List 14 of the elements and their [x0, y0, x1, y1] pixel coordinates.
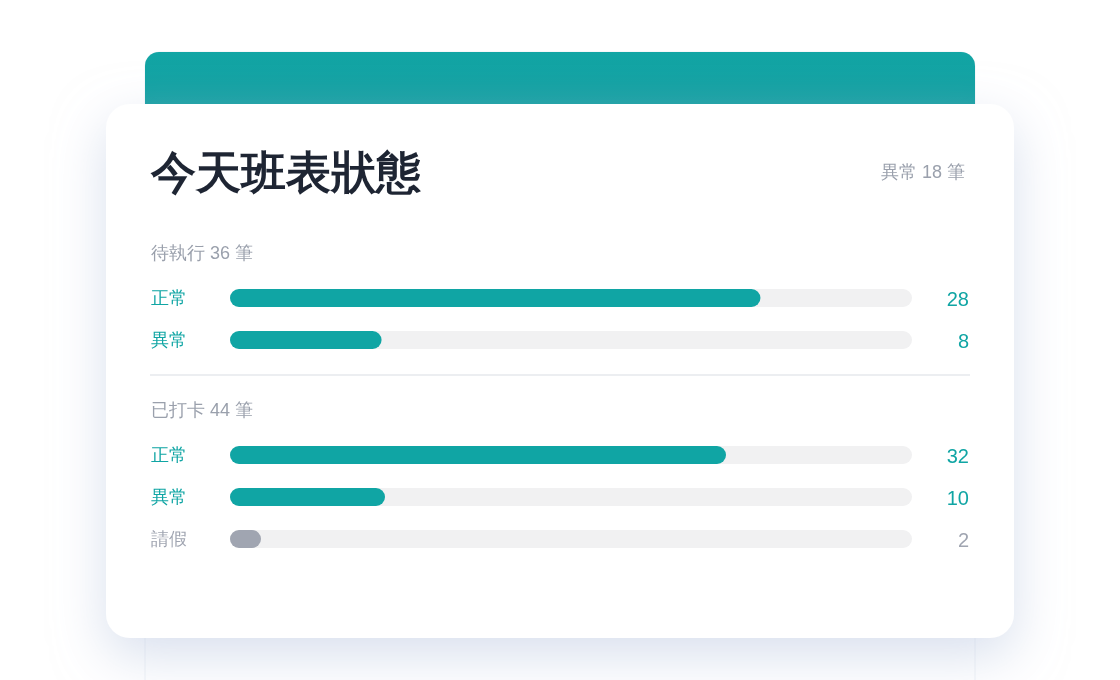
- text: 異常 18 筆: [880, 162, 965, 182]
- chart-subtitle: 待執行 36 筆: [151, 243, 254, 263]
- y-tick-label: 正常: [151, 445, 187, 465]
- chart-subtitle: 已打卡 44 筆: [151, 400, 254, 420]
- y-tick-label: 異常: [151, 330, 187, 350]
- chart-title: 今天班表狀態: [150, 146, 421, 198]
- data-label: 10: [946, 487, 969, 509]
- data-label: 2: [957, 529, 969, 551]
- y-tick-label: 異常: [151, 487, 187, 507]
- y-tick-label: 正常: [151, 288, 187, 308]
- data-label: 8: [957, 330, 969, 352]
- data-label: 32: [946, 445, 969, 467]
- y-tick-label: 請假: [151, 529, 187, 549]
- data-label: 28: [946, 288, 969, 310]
